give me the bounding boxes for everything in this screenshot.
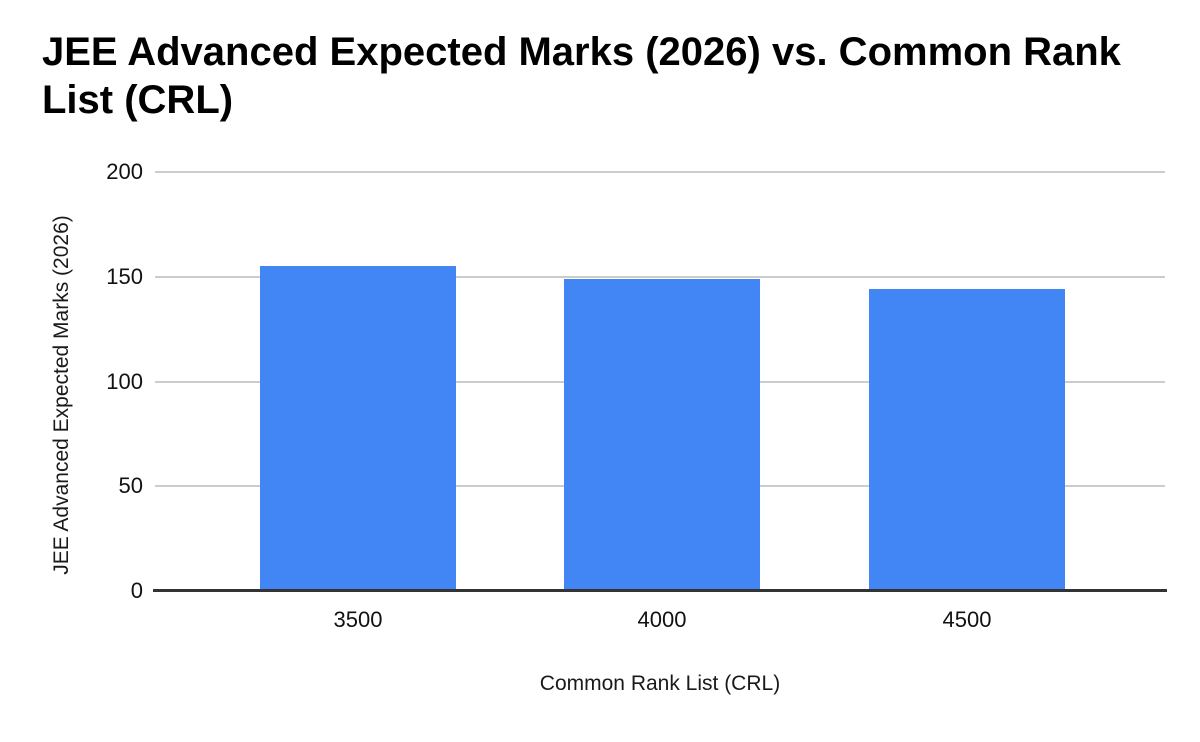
x-tick-label: 3500: [333, 607, 383, 632]
x-tick-label: 4000: [637, 607, 687, 632]
y-tick-label: 0: [130, 578, 143, 603]
bar-4000: [564, 278, 760, 591]
bar-4500: [869, 289, 1065, 591]
y-gridline: [155, 171, 1165, 173]
y-tick-label: 200: [106, 159, 143, 184]
x-axis-baseline: [153, 589, 1167, 592]
x-axis-title: Common Rank List (CRL): [539, 672, 781, 695]
y-gridline: [155, 275, 1165, 278]
x-tick-label: 4500: [942, 607, 992, 632]
y-axis-title: JEE Advanced Expected Marks (2026): [50, 215, 73, 575]
y-tick-label: 150: [106, 263, 143, 289]
bar-3500: [260, 266, 456, 591]
y-tick-label: 50: [118, 473, 143, 499]
chart-title: JEE Advanced Expected Marks (2026) vs. C…: [42, 30, 1121, 122]
y-tick-label: 100: [106, 368, 143, 394]
